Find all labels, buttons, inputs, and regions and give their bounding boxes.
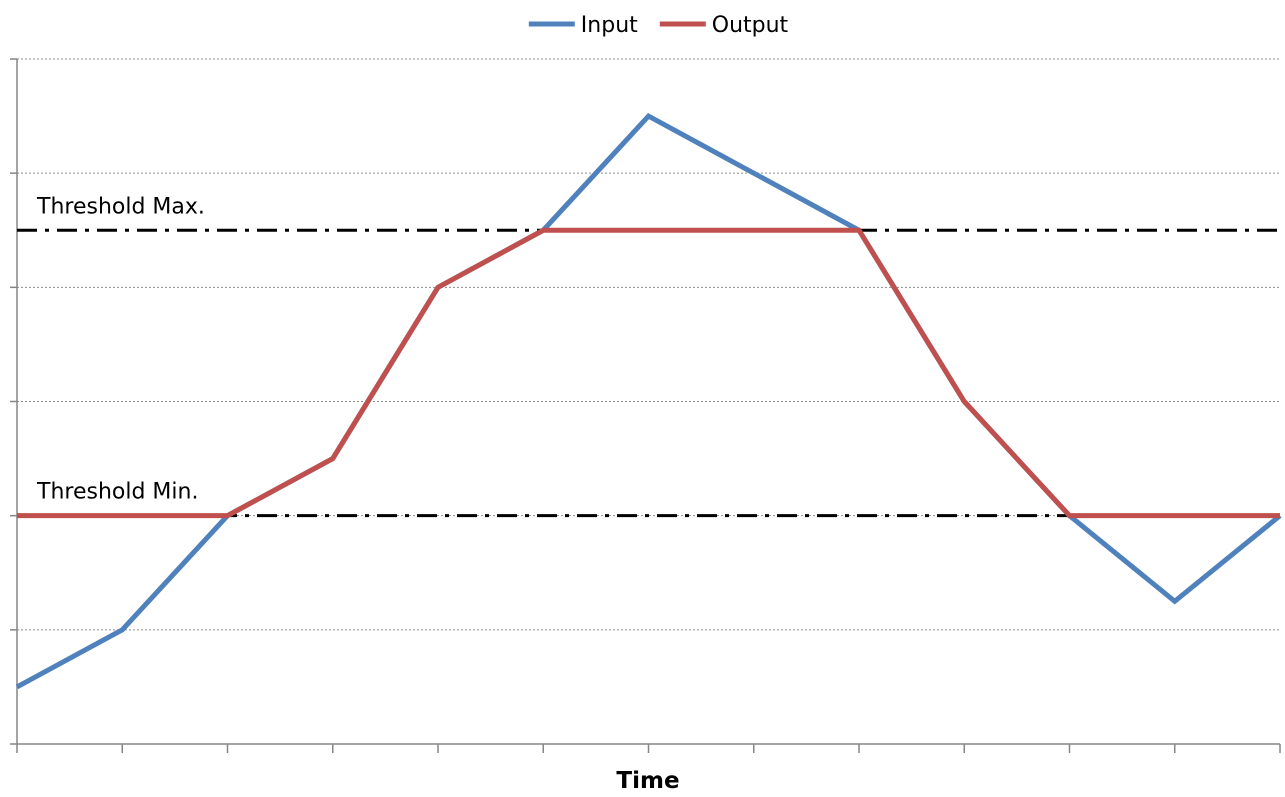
threshold-label: Threshold Min. (36, 480, 198, 505)
legend-label-input: Input (581, 13, 638, 38)
threshold-label: Threshold Max. (36, 194, 205, 219)
axes (10, 59, 1280, 753)
legend: Input Output (529, 13, 789, 38)
threshold-lines: Threshold Max. Threshold Min. (17, 194, 1280, 515)
gridlines (17, 59, 1280, 630)
x-axis-title: Time (616, 768, 679, 793)
legend-label-output: Output (712, 13, 789, 38)
series-line-output (17, 230, 1280, 515)
